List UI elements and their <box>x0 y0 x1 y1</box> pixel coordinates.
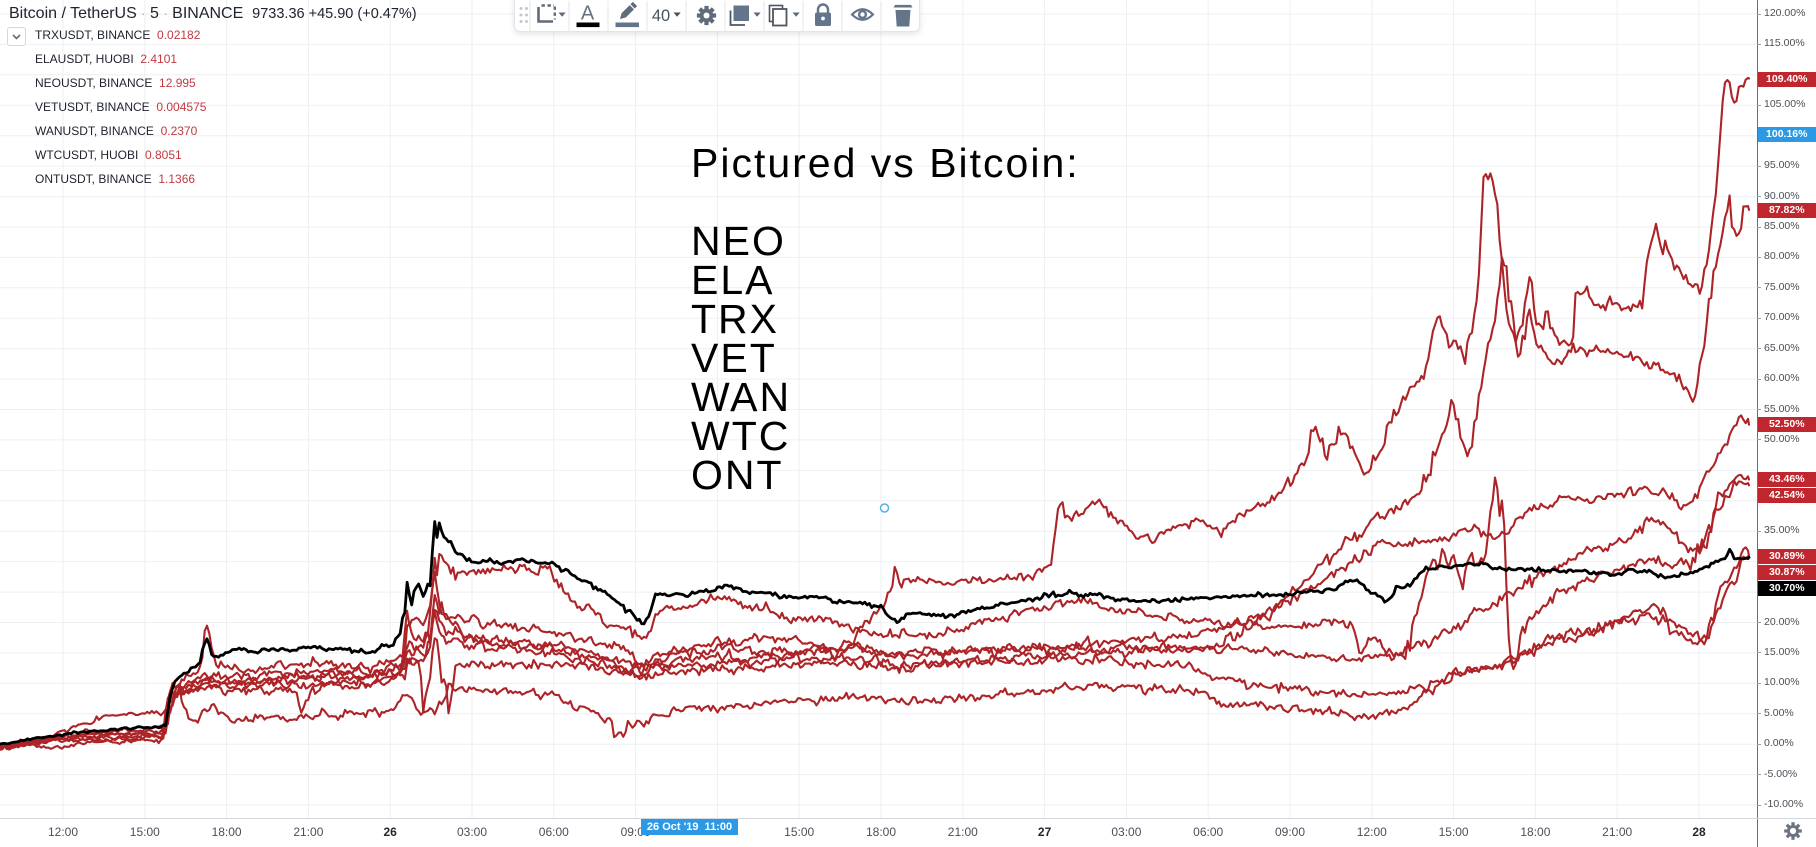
svg-text:40: 40 <box>652 7 670 25</box>
svg-text:A: A <box>581 3 595 25</box>
